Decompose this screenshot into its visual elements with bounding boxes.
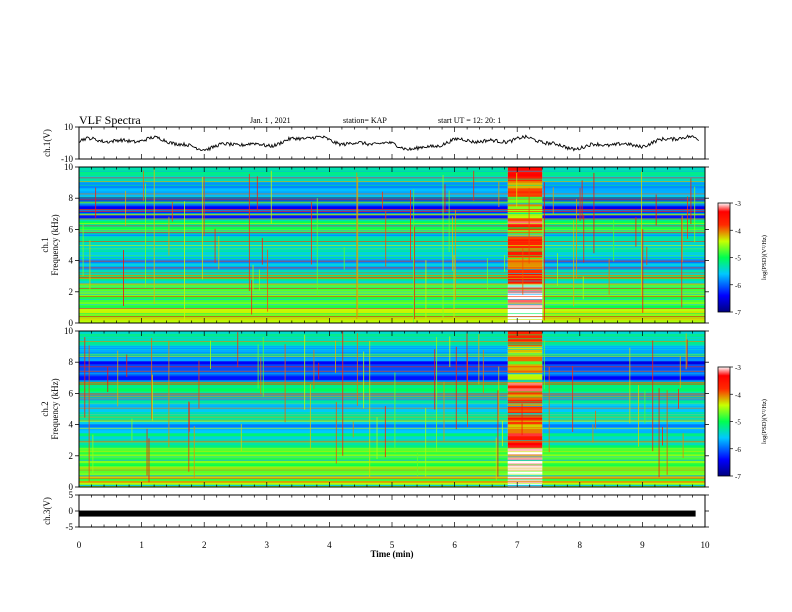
xtick-label: 6 [452,540,457,550]
xtick-label: 4 [327,540,332,550]
colorbar-tick: -6 [735,446,741,454]
spectrogram-ch1 [79,167,705,324]
colorbar-tick: -7 [735,309,741,317]
xtick-label: 0 [77,540,82,550]
ytick-label: 4 [69,420,74,430]
ytick-label: 2 [69,287,74,297]
colorbar-tick: -3 [735,200,741,208]
colorbar-tick: -7 [735,473,741,481]
chart-title: VLF Spectra [79,113,141,127]
ch3-trace [79,510,696,517]
xtick-label: 8 [578,540,583,550]
ylabel: ch.3(V) [42,497,52,525]
ytick-label: 2 [69,451,74,461]
ytick-label: 4 [69,256,74,266]
ytick-label: 10 [64,326,74,336]
start-time-label: start UT = 12: 20: 1 [438,116,502,125]
colorbar-tick: -3 [735,364,741,372]
ytick-label: 8 [69,193,74,203]
date-label: Jan. 1 , 2021 [250,116,291,125]
ytick-label: 10 [64,122,74,132]
colorbar-tick: -4 [735,391,741,399]
ytick-label: 10 [64,162,74,172]
station-label: station= KAP [343,116,387,125]
colorbar-tick: -5 [735,419,741,427]
ytick-label: 8 [69,357,74,367]
ytick-label: 6 [69,388,74,398]
ytick-label: -5 [66,522,74,532]
ylabel: ch.1(V) [42,129,52,157]
colorbar-ch2 [717,366,731,477]
ytick-label: 0 [69,506,74,516]
xaxis-title: Time (min) [370,549,413,559]
xtick-label: 1 [139,540,144,550]
xtick-label: 7 [515,540,520,550]
colorbar-label: log(PSD)(V²/Hz) [761,399,768,444]
colorbar-tick: -6 [735,282,741,290]
ytick-label: 0 [69,318,74,328]
colorbar-tick: -5 [735,255,741,263]
ylabel-channel: ch.1 [40,237,50,252]
ylabel-frequency: Frequency (kHz) [50,378,60,439]
ytick-label: 6 [69,224,74,234]
colorbar-tick: -4 [735,227,741,235]
colorbar-ch1 [717,202,731,313]
ytick-label: -10 [61,154,73,164]
ch1-waveform [78,134,699,152]
xtick-label: 5 [390,540,395,550]
ylabel-frequency: Frequency (kHz) [50,214,60,275]
xtick-label: 9 [640,540,645,550]
spectrogram-ch2 [79,331,705,488]
ylabel-channel: ch.2 [40,401,50,416]
xtick-label: 10 [701,540,711,550]
xtick-label: 3 [265,540,270,550]
xtick-label: 2 [202,540,207,550]
colorbar-label: log(PSD)(V²/Hz) [761,235,768,280]
ytick-label: 5 [69,490,74,500]
ytick-label: 0 [69,482,74,492]
